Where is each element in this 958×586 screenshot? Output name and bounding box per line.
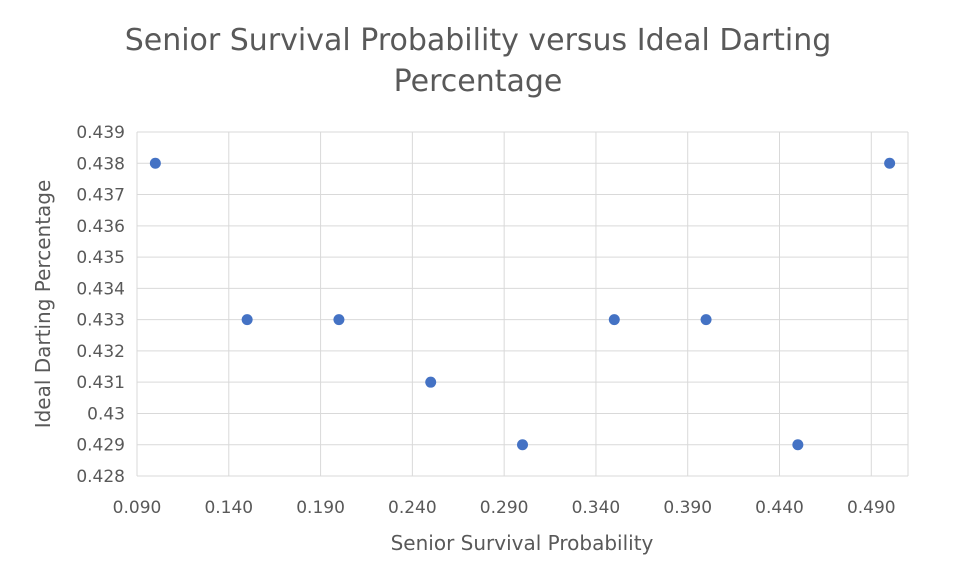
y-tick-label: 0.431 — [76, 373, 125, 393]
data-point — [425, 376, 437, 388]
y-tick-label: 0.429 — [76, 436, 125, 456]
data-point — [700, 314, 712, 326]
y-tick-label: 0.428 — [76, 467, 125, 487]
data-point — [792, 439, 804, 451]
x-tick-label: 0.140 — [204, 498, 253, 518]
y-tick-label: 0.436 — [76, 217, 125, 237]
x-tick-label: 0.490 — [847, 498, 896, 518]
y-tick-label: 0.439 — [76, 123, 125, 143]
chart-title-line-2: Percentage — [394, 64, 563, 99]
y-tick-label: 0.43 — [87, 404, 125, 424]
x-tick-label: 0.190 — [296, 498, 345, 518]
y-tick-label: 0.432 — [76, 342, 125, 362]
y-tick-label: 0.434 — [76, 279, 125, 299]
chart-title-line-1: Senior Survival Probability versus Ideal… — [125, 23, 832, 58]
data-point — [517, 439, 528, 451]
y-tick-label: 0.433 — [76, 311, 125, 331]
y-tick-label: 0.437 — [76, 186, 125, 206]
x-tick-label: 0.240 — [388, 498, 437, 518]
x-axis-title: Senior Survival Probability — [391, 531, 654, 555]
data-point — [241, 314, 253, 326]
data-points — [149, 157, 896, 451]
y-axis-title: Ideal Darting Percentage — [31, 180, 55, 429]
data-point — [608, 314, 620, 326]
x-tick-label: 0.090 — [113, 498, 162, 518]
data-point — [149, 157, 161, 169]
y-tick-label: 0.435 — [76, 248, 125, 268]
grid — [136, 131, 909, 477]
x-tick-label: 0.340 — [572, 498, 621, 518]
x-tick-label: 0.390 — [663, 498, 712, 518]
x-tick-label: 0.440 — [755, 498, 804, 518]
data-point — [333, 314, 345, 326]
y-axis-ticks: 0.428 0.429 0.43 0.431 0.432 0.433 0.434 0.435 0… — [76, 123, 125, 487]
y-tick-label: 0.438 — [76, 154, 125, 174]
data-point — [884, 157, 896, 169]
x-axis-ticks: 0.090 0.140 0.190 0.240 0.290 0.340 0.390 0.440… — [113, 498, 896, 518]
x-tick-label: 0.290 — [480, 498, 529, 518]
